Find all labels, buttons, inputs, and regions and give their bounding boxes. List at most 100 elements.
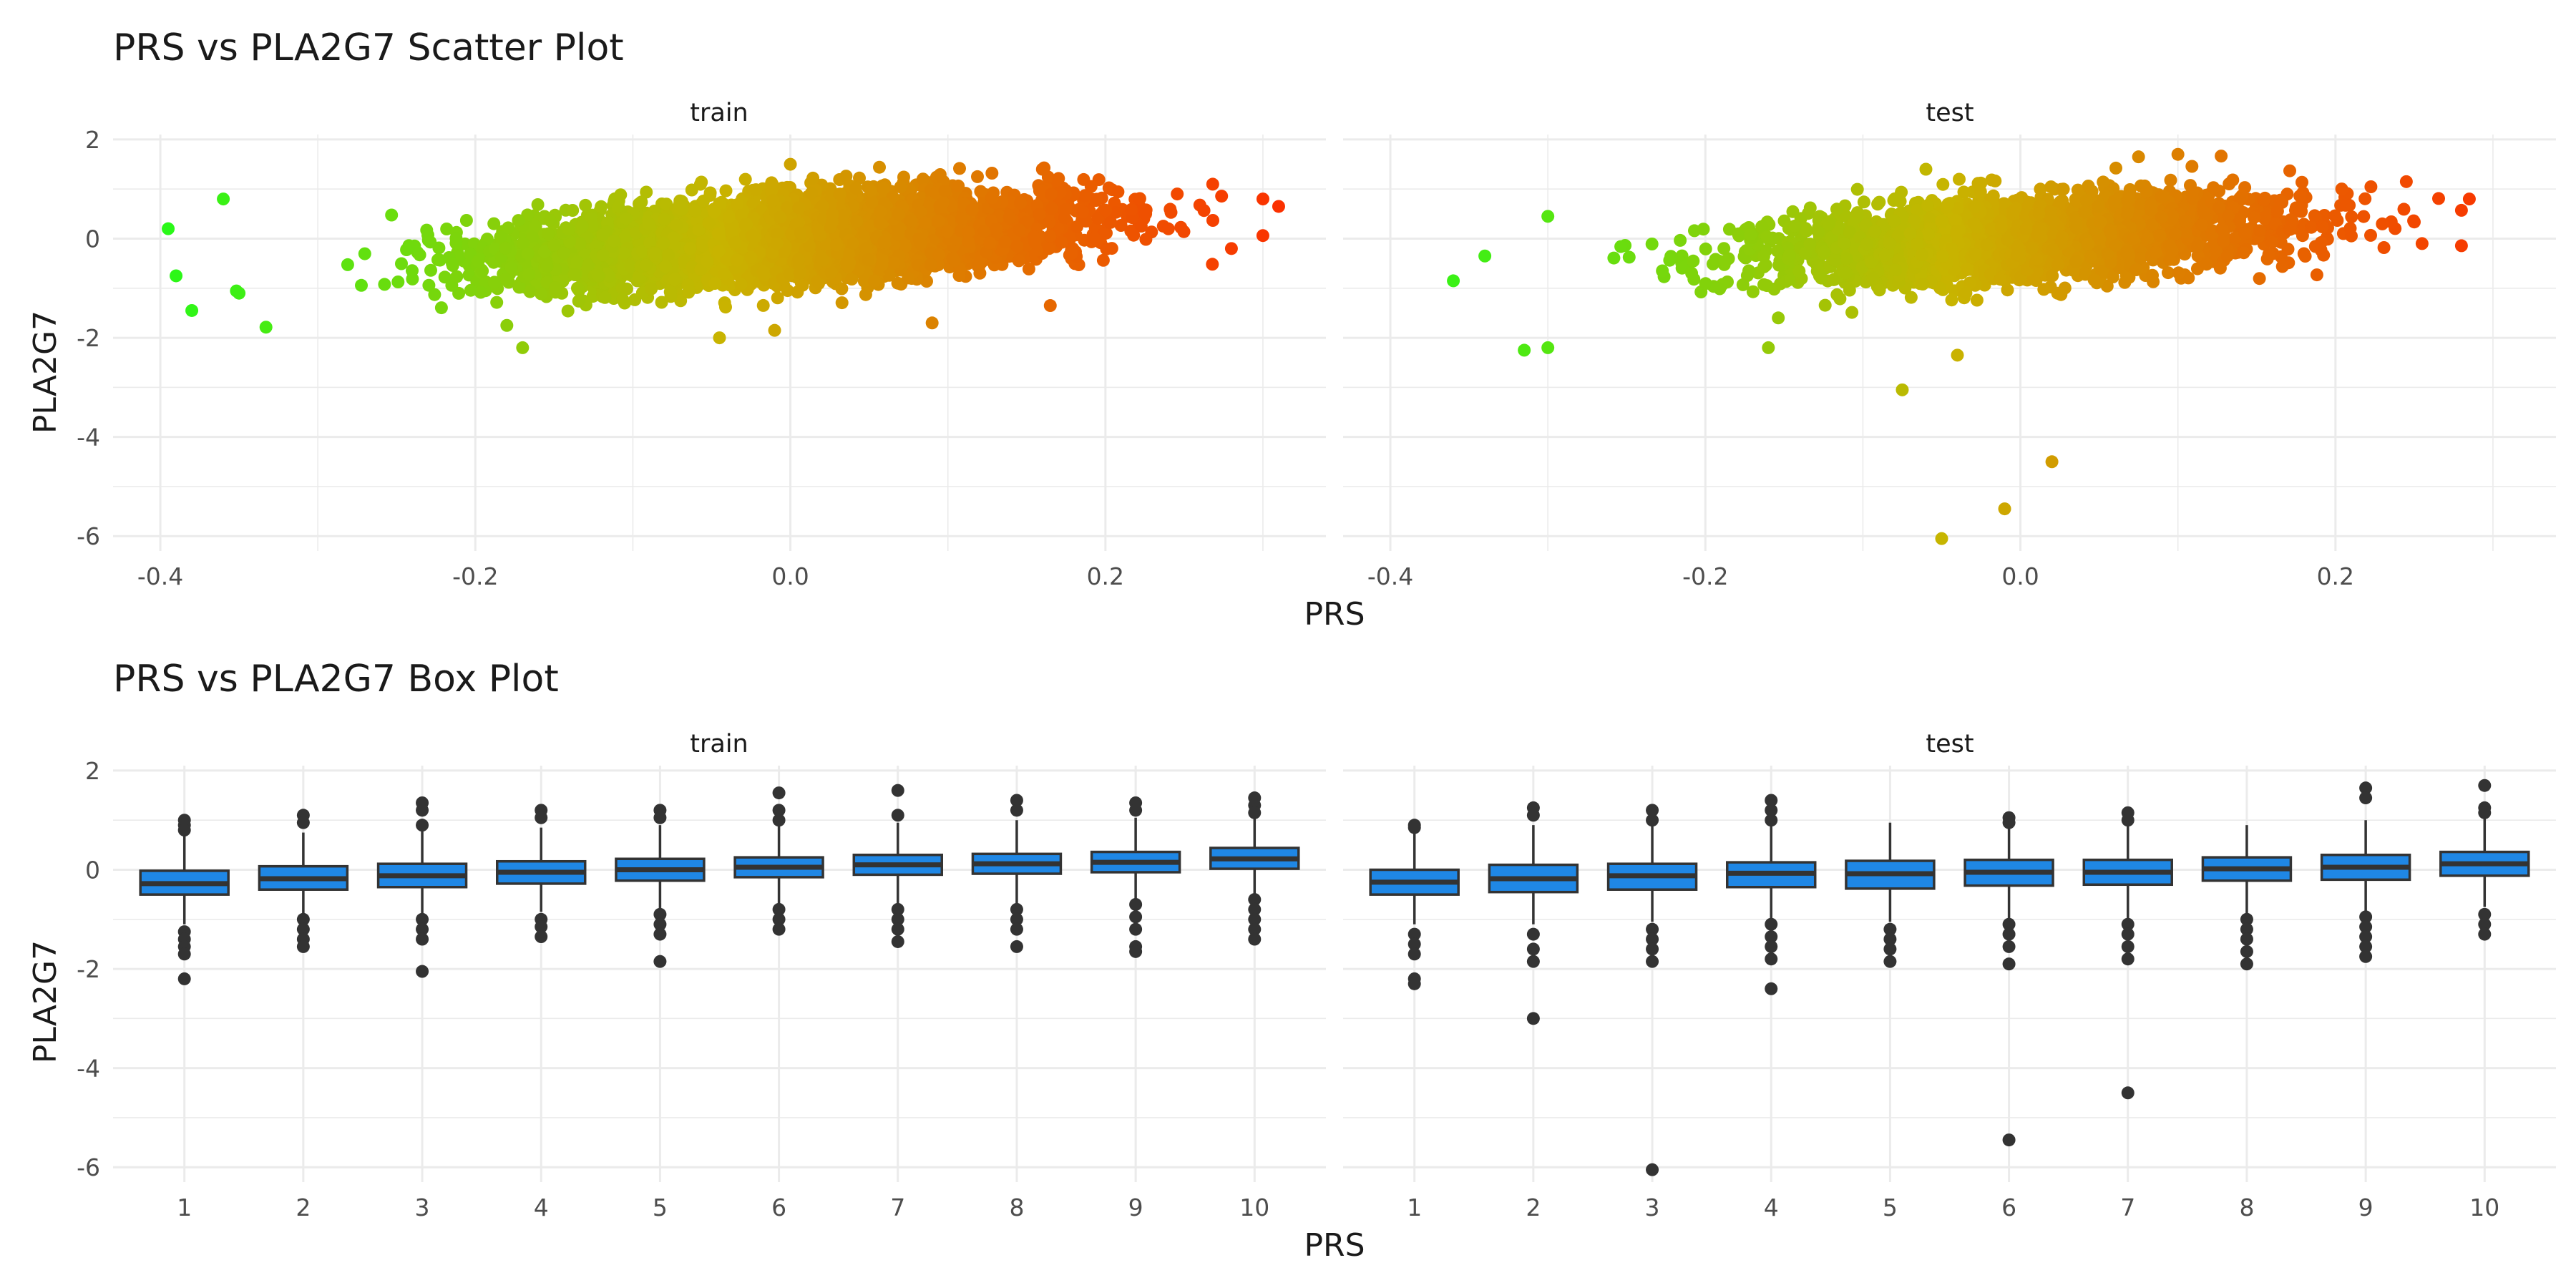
scatter-point — [543, 214, 557, 227]
scatter-point — [887, 256, 901, 270]
scatter-point — [1139, 207, 1153, 220]
scatter-point — [1134, 220, 1148, 233]
scatter-point — [719, 301, 732, 314]
scatter-point — [635, 195, 648, 209]
scatter-point — [1078, 189, 1092, 203]
scatter-point — [446, 257, 459, 270]
scatter-point — [585, 220, 599, 233]
scatter-point — [487, 217, 501, 230]
scatter-point — [487, 275, 501, 289]
scatter-point — [472, 255, 485, 268]
scatter-point — [1215, 190, 1229, 203]
scatter-point — [695, 175, 708, 189]
scatter-point — [1033, 208, 1046, 221]
scatter-point — [1127, 228, 1141, 242]
scatter-point — [655, 296, 668, 309]
scatter-point — [535, 287, 548, 301]
scatter-point — [853, 171, 866, 185]
scatter-point — [1043, 242, 1055, 255]
scatter-point — [579, 198, 592, 212]
scatter-point — [474, 286, 487, 299]
scatter-point — [529, 220, 542, 233]
scatter-point — [891, 276, 904, 290]
scatter-point — [1028, 230, 1041, 243]
scatter-point — [738, 172, 752, 186]
scatter-point — [531, 198, 545, 211]
scatter-point — [598, 291, 612, 304]
scatter-point — [1096, 253, 1110, 267]
scatter-point — [806, 171, 820, 185]
scatter-point — [998, 235, 1012, 248]
scatter-point — [916, 172, 930, 186]
scatter-point — [1014, 196, 1028, 210]
scatter-point — [852, 263, 865, 276]
scatter-point — [804, 186, 818, 200]
scatter-point — [1088, 231, 1101, 245]
scatter-point — [953, 162, 966, 175]
scatter-x-tick-label: 0.0 — [771, 562, 809, 590]
scatter-point — [385, 208, 399, 222]
scatter-point — [494, 230, 507, 244]
scatter-point — [845, 273, 859, 286]
scatter-point — [857, 274, 871, 288]
scatter-point — [406, 272, 419, 286]
scatter-point — [1256, 229, 1269, 243]
scatter-point — [1161, 222, 1175, 235]
scatter-point — [566, 204, 580, 217]
scatter-title: PRS vs PLA2G7 Scatter Plot — [113, 26, 624, 69]
scatter-panel-train: -0.4 -0.2 0.0 0.2 — [113, 135, 1326, 590]
scatter-point — [549, 281, 562, 295]
scatter-point — [459, 214, 473, 227]
scatter-point — [596, 228, 610, 242]
scatter-point — [1206, 214, 1219, 227]
scatter-points-train — [162, 157, 1285, 354]
scatter-point — [850, 215, 864, 228]
scatter-facet-label-test: test — [1926, 99, 1974, 127]
scatter-point — [749, 183, 763, 197]
scatter-point — [894, 180, 907, 194]
scatter-point — [464, 283, 477, 297]
scatter-point — [771, 291, 784, 305]
scatter-point — [946, 252, 960, 265]
scatter-point — [1171, 187, 1184, 201]
scatter-point — [561, 304, 575, 318]
scatter-point — [756, 298, 770, 312]
scatter-point — [440, 223, 454, 235]
scatter-point — [1012, 254, 1025, 268]
scatter-point — [952, 269, 966, 282]
scatter-point — [645, 282, 658, 296]
scatter-point — [542, 227, 555, 240]
scatter-point — [572, 294, 585, 308]
scatter-point — [400, 243, 414, 256]
scatter-point — [1060, 203, 1073, 216]
scatter-point — [341, 258, 354, 271]
scatter-point — [395, 257, 408, 270]
scatter-point — [1043, 229, 1057, 243]
scatter-point — [1022, 262, 1035, 275]
scatter-point — [1010, 240, 1024, 253]
scatter-facet-label-train: train — [690, 99, 748, 127]
scatter-point — [504, 260, 518, 274]
scatter-point — [640, 185, 653, 199]
scatter-point — [1206, 258, 1219, 271]
scatter-point — [867, 274, 881, 288]
scatter-point — [765, 176, 779, 190]
scatter-point — [526, 230, 540, 244]
scatter-point — [422, 278, 436, 292]
scatter-point — [1125, 203, 1138, 216]
scatter-point — [355, 278, 368, 292]
scatter-point — [424, 235, 437, 249]
scatter-point — [985, 167, 999, 180]
scatter-point — [512, 280, 526, 294]
scatter-point — [682, 284, 696, 298]
scatter-point — [378, 278, 391, 291]
scatter-point — [663, 285, 677, 298]
scatter-point — [1164, 205, 1178, 219]
scatter-point — [1114, 219, 1128, 232]
scatter-x-tick-label: 0.2 — [1087, 562, 1124, 590]
scatter-point — [1091, 212, 1105, 225]
scatter-point — [259, 321, 273, 334]
scatter-point — [476, 264, 489, 278]
scatter-x-tick-label: -0.4 — [137, 562, 183, 590]
